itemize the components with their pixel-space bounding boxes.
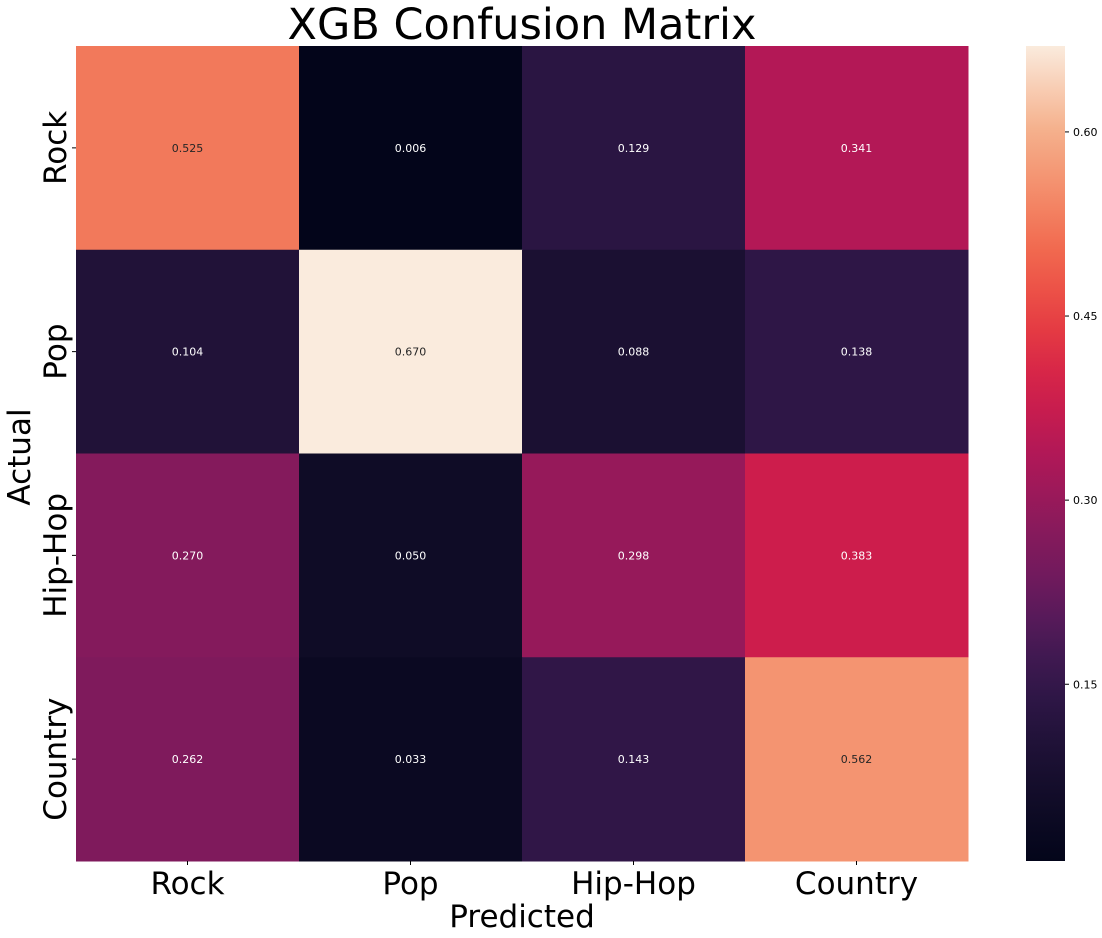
x-axis-ticks: Rock Pop Hip-Hop Country [150,861,918,902]
cell-value-label: 0.143 [618,753,650,766]
colorbar [1026,46,1065,861]
heatmap-cells [76,46,969,862]
cell-value-label: 0.670 [395,346,427,359]
colorbar-tick-label: 0.45 [1073,310,1098,323]
heatmap-cell [76,453,300,658]
colorbar-tick-label: 0.15 [1073,678,1098,691]
heatmap-cell [745,453,969,658]
y-axis-label: Actual [2,408,38,505]
cell-value-label: 0.088 [618,346,650,359]
heatmap-cell-labels: 0.525 0.006 0.129 0.341 0.104 0.670 0.088 0.138… [172,142,873,766]
heatmap-cell [76,657,300,862]
heatmap-cell [299,249,523,454]
heatmap-cell [522,453,746,658]
x-tick-label: Rock [150,866,224,902]
cell-value-label: 0.006 [395,142,427,155]
heatmap-cell [522,249,746,454]
heatmap-cell [76,249,300,454]
x-tick-label: Pop [382,866,438,902]
y-tick-label: Pop [38,324,74,380]
heatmap-cell [522,657,746,862]
heatmap-cell [745,46,969,251]
cell-value-label: 0.262 [172,753,204,766]
heatmap-cell [299,46,523,251]
y-tick-label: Country [38,698,74,821]
chart-title: XGB Confusion Matrix [288,0,757,50]
colorbar-tick-label: 0.30 [1073,494,1098,507]
x-tick-label: Country [795,866,918,902]
cell-value-label: 0.138 [841,346,873,359]
y-tick-label: Rock [38,111,74,185]
cell-value-label: 0.383 [841,549,873,562]
heatmap-cell [76,46,300,251]
cell-value-label: 0.525 [172,142,204,155]
colorbar-ticks: 0.15 0.30 0.45 0.60 [1065,126,1098,691]
cell-value-label: 0.050 [395,549,427,562]
cell-value-label: 0.129 [618,142,650,155]
cell-value-label: 0.104 [172,346,204,359]
heatmap-cell [299,657,523,862]
heatmap-cell [745,657,969,862]
cell-value-label: 0.270 [172,549,204,562]
heatmap-cell [522,46,746,251]
heatmap-cell [299,453,523,658]
x-axis-label: Predicted [449,899,595,935]
y-axis-ticks: Rock Pop Hip-Hop Country [38,111,76,821]
heatmap-cell [745,249,969,454]
colorbar-tick-label: 0.60 [1073,126,1098,139]
cell-value-label: 0.562 [841,753,873,766]
cell-value-label: 0.341 [841,142,873,155]
x-tick-label: Hip-Hop [571,866,696,902]
cell-value-label: 0.033 [395,753,427,766]
y-tick-label: Hip-Hop [38,493,74,618]
cell-value-label: 0.298 [618,549,650,562]
